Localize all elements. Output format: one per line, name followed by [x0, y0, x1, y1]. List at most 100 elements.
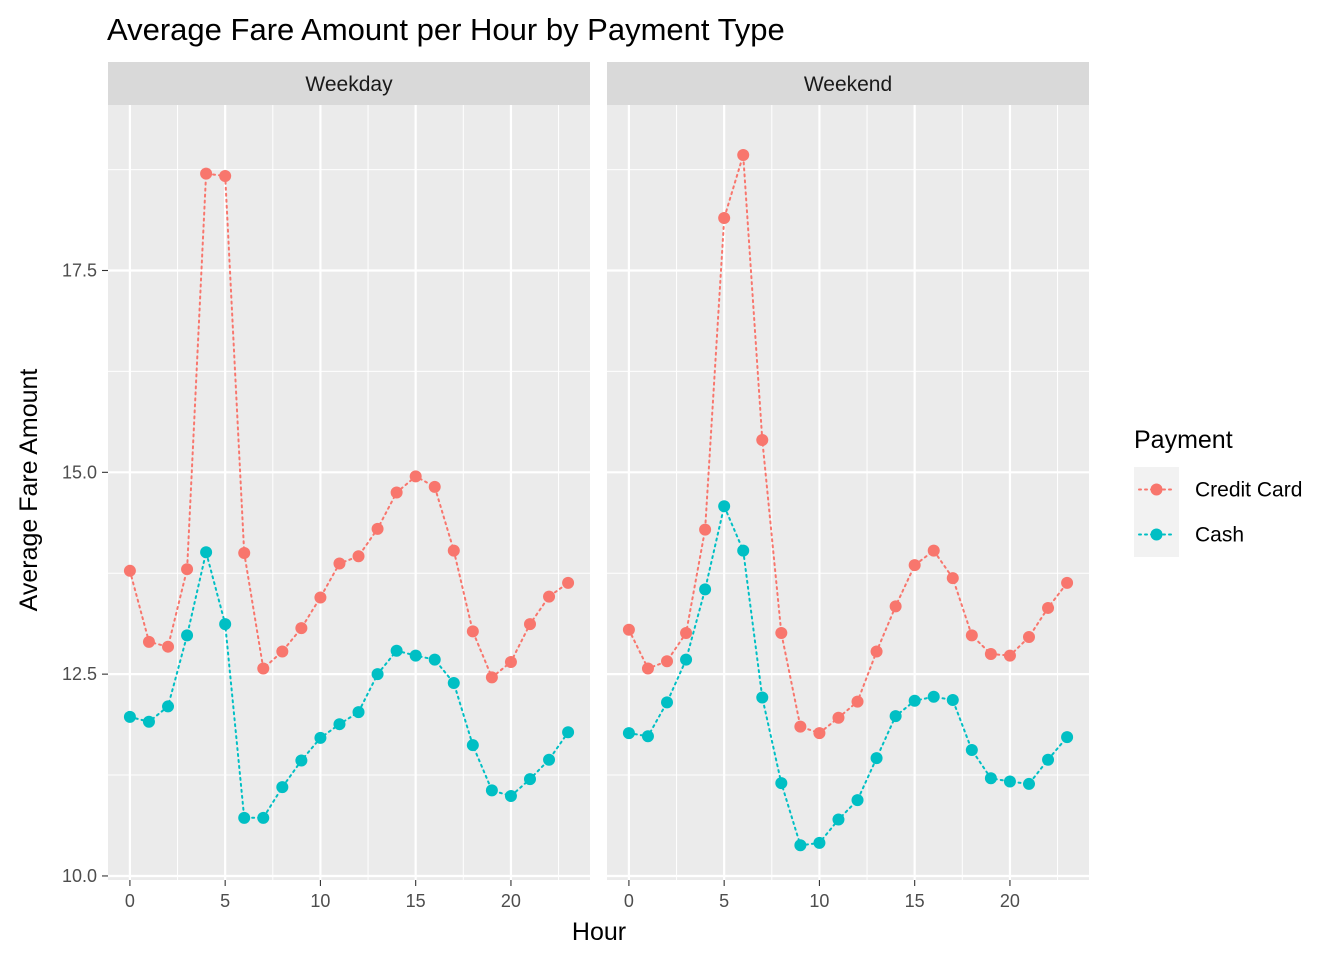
data-point: [756, 434, 769, 447]
data-point: [466, 739, 479, 752]
data-point: [1042, 601, 1055, 614]
data-point: [466, 625, 479, 638]
legend-item-credit-card: Credit Card: [1134, 467, 1302, 512]
data-point: [485, 671, 498, 684]
data-point: [737, 149, 750, 162]
data-point: [371, 522, 384, 535]
data-point: [1022, 777, 1035, 790]
panel-strip: [108, 62, 590, 105]
legend-label: Credit Card: [1195, 479, 1302, 502]
data-point: [257, 811, 270, 824]
data-point: [142, 715, 155, 728]
data-point: [390, 644, 403, 657]
data-point: [699, 583, 712, 596]
data-point: [661, 655, 674, 668]
data-point: [661, 696, 674, 709]
data-point: [946, 693, 959, 706]
data-point: [352, 706, 365, 719]
legend-label: Cash: [1195, 524, 1244, 547]
data-point: [641, 662, 654, 675]
data-point: [428, 480, 441, 493]
data-point: [123, 710, 136, 723]
data-point: [333, 718, 346, 731]
data-point: [123, 564, 136, 577]
data-point: [832, 813, 845, 826]
legend-item-cash: Cash: [1134, 512, 1244, 557]
data-point: [238, 811, 251, 824]
data-point: [333, 557, 346, 570]
legend-key-point: [1150, 528, 1163, 541]
data-point: [428, 653, 441, 666]
data-point: [699, 523, 712, 536]
data-point: [946, 572, 959, 585]
series-credit-card: [622, 149, 1074, 740]
data-point: [390, 486, 403, 499]
data-point: [775, 777, 788, 790]
data-point: [409, 470, 422, 483]
data-point: [965, 744, 978, 757]
data-point: [832, 711, 845, 724]
data-point: [219, 618, 232, 631]
data-point: [276, 645, 289, 658]
data-point: [984, 772, 997, 785]
x-tick-label: 15: [905, 891, 925, 911]
panels: Weekday 0 5 10 15 20 Weekend 0 5 10 15 20: [108, 62, 1089, 911]
strip-label: Weekend: [804, 73, 892, 96]
data-point: [200, 546, 213, 559]
y-tick-label: 17.5: [62, 260, 97, 280]
data-point: [162, 700, 175, 713]
data-point: [718, 212, 731, 225]
data-point: [1003, 775, 1016, 788]
data-point: [680, 626, 693, 639]
data-point: [181, 563, 194, 576]
data-point: [276, 781, 289, 794]
y-tick-label: 10.0: [62, 866, 97, 886]
x-tick-label: 0: [624, 891, 634, 911]
legend-key-point: [1150, 483, 1163, 496]
data-point: [219, 170, 232, 183]
data-point: [257, 662, 270, 675]
data-point: [142, 635, 155, 648]
data-point: [562, 576, 575, 589]
data-point: [680, 653, 693, 666]
data-point: [927, 690, 940, 703]
data-point: [794, 720, 807, 733]
x-axis-title: Hour: [572, 918, 626, 946]
panel-strip: [607, 62, 1089, 105]
data-point: [870, 645, 883, 658]
data-point: [1022, 631, 1035, 644]
x-tick-label: 10: [809, 891, 829, 911]
y-tick-label: 12.5: [62, 664, 97, 684]
data-point: [908, 694, 921, 707]
data-point: [409, 649, 422, 662]
data-point: [870, 752, 883, 765]
y-tick-label: 15.0: [62, 462, 97, 482]
data-point: [965, 629, 978, 642]
data-point: [485, 784, 498, 797]
data-point: [927, 544, 940, 557]
data-point: [1061, 731, 1074, 744]
data-point: [794, 839, 807, 852]
data-point: [295, 754, 308, 767]
series-line: [128, 172, 570, 680]
series-cash: [622, 500, 1074, 852]
data-point: [181, 629, 194, 642]
data-point: [314, 731, 327, 744]
data-point: [504, 656, 517, 669]
legend: Payment Credit Card Cash: [1134, 426, 1302, 557]
data-point: [523, 618, 536, 631]
data-point: [1042, 753, 1055, 766]
panel-background: [108, 105, 590, 880]
series-cash: [123, 546, 575, 824]
data-point: [622, 727, 635, 740]
data-point: [200, 167, 213, 180]
data-point: [314, 591, 327, 604]
x-tick-label: 20: [1000, 891, 1020, 911]
legend-title: Payment: [1134, 426, 1233, 454]
data-point: [641, 730, 654, 743]
data-point: [813, 727, 826, 740]
chart-title: Average Fare Amount per Hour by Payment …: [107, 12, 785, 47]
data-point: [984, 647, 997, 660]
panel-background: [607, 105, 1089, 880]
